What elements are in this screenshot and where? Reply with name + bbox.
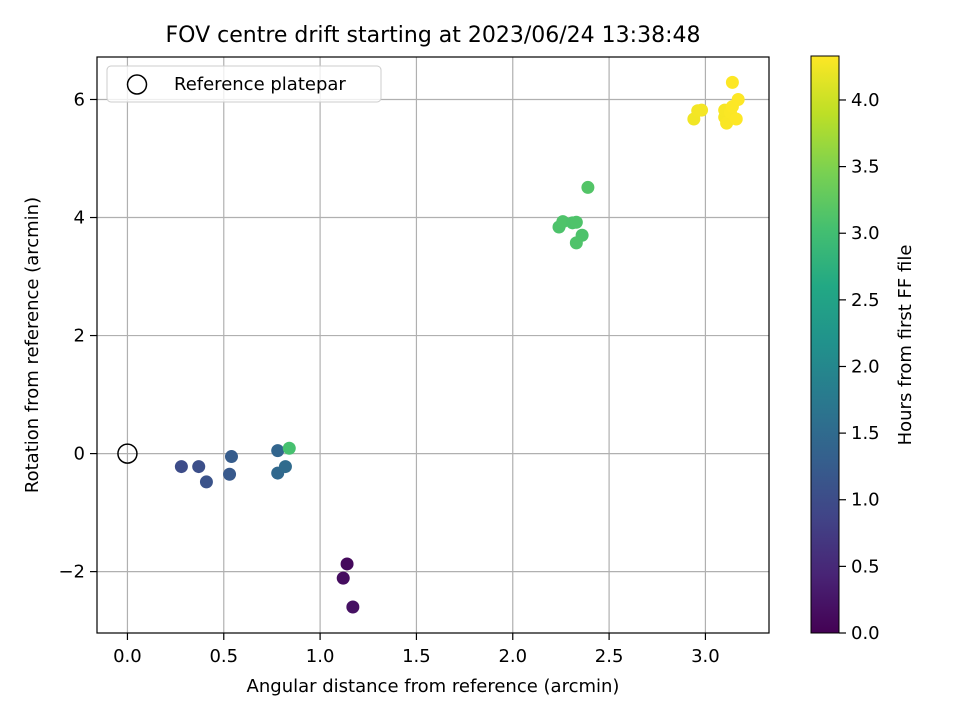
- data-point: [725, 75, 739, 89]
- colorbar-tick-label: 0.0: [851, 623, 880, 644]
- data-point: [199, 475, 213, 489]
- plot-frame: [96, 56, 770, 634]
- colorbar-label: Hours from first FF file: [895, 245, 916, 446]
- colorbar-tick-label: 0.5: [851, 556, 880, 577]
- colorbar-tick-label: 3.0: [851, 223, 880, 244]
- y-axis-ticks: −2 0 2 4 6: [58, 89, 97, 583]
- points-layer: [174, 75, 745, 614]
- legend: Reference platepar: [106, 65, 382, 103]
- data-point: [346, 600, 360, 614]
- colorbar-ticks: 0.0 0.5 1.0 1.5 2.0 2.5 3.0 3.5 4.0: [839, 90, 880, 644]
- data-point: [569, 215, 583, 229]
- data-point: [174, 460, 188, 474]
- data-point: [695, 103, 709, 117]
- x-tick-label: 0.5: [209, 646, 238, 667]
- y-tick-label: 6: [74, 89, 85, 110]
- x-tick-label: 2.0: [498, 646, 527, 667]
- data-point: [282, 441, 296, 455]
- chart-title: FOV centre drift starting at 2023/06/24 …: [166, 23, 701, 48]
- data-point: [556, 215, 570, 229]
- x-tick-label: 2.5: [595, 646, 624, 667]
- legend-marker-reference: [126, 74, 148, 95]
- data-point: [278, 460, 292, 474]
- x-axis-label: Angular distance from reference (arcmin): [247, 676, 620, 697]
- x-tick-label: 1.5: [402, 646, 431, 667]
- y-tick-label: −2: [58, 562, 85, 583]
- y-tick-label: 0: [74, 444, 85, 465]
- x-tick-label: 1.0: [306, 646, 335, 667]
- legend-label-reference: Reference platepar: [174, 74, 346, 95]
- colorbar-tick-label: 3.5: [851, 157, 880, 178]
- data-point: [729, 112, 743, 126]
- data-point: [340, 557, 354, 571]
- y-axis-label: Rotation from reference (arcmin): [22, 197, 43, 493]
- y-tick-label: 2: [74, 326, 85, 347]
- legend-box: [106, 65, 382, 103]
- data-point: [223, 467, 237, 481]
- data-point: [192, 460, 206, 474]
- reference-platepar-marker: [117, 443, 138, 464]
- colorbar-tick-label: 1.5: [851, 423, 880, 444]
- data-point: [224, 450, 238, 464]
- data-point: [336, 571, 350, 585]
- data-point: [731, 92, 745, 106]
- colorbar: [810, 55, 840, 634]
- colorbar-tick-label: 2.5: [851, 290, 880, 311]
- x-axis-ticks: 0.0 0.5 1.0 1.5 2.0 2.5 3.0: [113, 633, 720, 667]
- data-point: [271, 444, 285, 458]
- data-point: [569, 236, 583, 250]
- grid-layer: [97, 57, 769, 633]
- colorbar-tick-label: 4.0: [851, 90, 880, 111]
- y-tick-label: 4: [74, 208, 85, 229]
- x-tick-label: 3.0: [691, 646, 720, 667]
- colorbar-tick-label: 1.0: [851, 490, 880, 511]
- x-tick-label: 0.0: [113, 646, 142, 667]
- data-point: [581, 180, 595, 194]
- colorbar-tick-label: 2.0: [851, 356, 880, 377]
- reference-layer: [117, 443, 138, 464]
